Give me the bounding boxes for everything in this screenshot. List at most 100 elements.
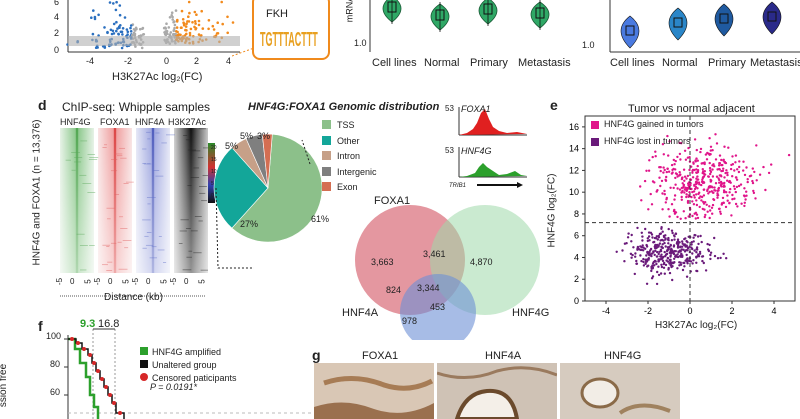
scatter-point <box>693 196 696 199</box>
legend-swatch <box>140 347 148 355</box>
volcano-point <box>167 26 171 29</box>
scatter-ytick: 6 <box>574 231 579 241</box>
scatter-point <box>654 244 657 247</box>
scatter-point <box>694 160 697 163</box>
scatter-xtick: 0 <box>687 306 692 316</box>
svg-text:TGTTTACTTT: TGTTTACTTT <box>260 29 318 48</box>
volcano-point <box>200 9 203 13</box>
scatter-point <box>641 239 644 242</box>
volcano-point <box>164 27 168 30</box>
scatter-point <box>720 158 723 162</box>
scatter-point <box>744 198 747 201</box>
scatter-point <box>658 166 661 169</box>
scatter-point <box>670 203 674 206</box>
scatter-point <box>762 165 765 169</box>
volcano-point <box>131 33 134 37</box>
heatmap-xtick: 5 <box>197 279 207 284</box>
scatter-point <box>691 176 695 179</box>
scatter-point <box>726 171 729 174</box>
scatter-point <box>706 210 709 213</box>
heatmap-xtick: -5 <box>169 277 179 286</box>
scatter-point <box>680 142 683 145</box>
scatter-point <box>709 149 712 152</box>
censor-mark <box>112 401 116 405</box>
scatter-point <box>663 250 666 254</box>
legend-swatch <box>140 360 148 368</box>
scatter-point <box>711 191 715 194</box>
volcano-point <box>188 33 192 37</box>
scatter-point <box>646 265 649 268</box>
scatter-point <box>672 158 675 162</box>
volcano-point <box>140 46 144 50</box>
scatter-point <box>702 188 706 191</box>
scatter-point <box>673 163 676 166</box>
color-scale-bar <box>208 143 215 203</box>
scatter-point <box>695 261 698 264</box>
legend-item-tss: TSS <box>322 117 377 133</box>
scatter-point <box>634 255 637 258</box>
scatter-point <box>639 245 642 248</box>
legend-item-unaltered: Unaltered group <box>140 358 237 371</box>
scatter-point <box>717 177 720 180</box>
scatter-point <box>658 232 662 236</box>
scatter-point <box>642 246 645 249</box>
scatter-point <box>655 190 658 193</box>
panel-d-title: ChIP-seq: Whipple samples <box>62 100 211 114</box>
genome-track-view <box>458 107 527 188</box>
scatter-point <box>661 230 664 233</box>
genomic-distribution-pie <box>213 133 323 269</box>
volcano-point <box>117 25 121 29</box>
scatter-point <box>711 168 714 171</box>
pie-label-tss: 61% <box>311 214 330 224</box>
scatter-point <box>734 202 738 206</box>
scatter-point <box>685 189 688 193</box>
heatmap-xtick: 5 <box>83 279 93 284</box>
scatter-point <box>678 250 682 253</box>
scatter-point <box>694 234 697 237</box>
scatter-point <box>711 175 715 178</box>
legend-item-other: Other <box>322 133 377 149</box>
scatter-point <box>681 176 684 179</box>
censor-mark <box>96 369 100 373</box>
scatter-point <box>661 259 665 263</box>
scatter-point <box>730 214 733 217</box>
volcano-point <box>108 1 112 4</box>
scatter-ytick: 16 <box>569 122 579 132</box>
legend-item-intergenic: Intergenic <box>322 164 377 180</box>
volcano-nonsig-band <box>68 36 240 46</box>
scatter-point <box>635 259 638 263</box>
pie-slice-exon <box>261 133 273 189</box>
track-label-hnf4a: HNF4A <box>135 117 165 127</box>
scatter-point <box>651 180 655 183</box>
volcano-point <box>164 33 168 37</box>
volcano-point <box>118 13 122 17</box>
scatter-point <box>648 239 651 242</box>
scatter-point <box>658 242 662 245</box>
scatter-point <box>716 192 719 195</box>
scatter-point <box>723 145 726 148</box>
heatmap-xlabel: Distance (kb) <box>104 292 163 303</box>
track-label-hnf4g: HNF4G <box>60 117 91 127</box>
scatter-point <box>694 183 698 186</box>
volcano-point <box>216 21 219 25</box>
scatter-point <box>662 171 665 174</box>
scatter-point <box>716 196 719 199</box>
scatter-point <box>684 186 687 189</box>
panel-e-letter: e <box>550 97 558 113</box>
scatter-point <box>708 205 711 208</box>
volcano-point <box>114 8 118 12</box>
scatter-point <box>724 205 728 209</box>
scatter-point <box>630 240 633 243</box>
legend-swatch <box>322 151 331 160</box>
scatter-point <box>712 198 715 201</box>
panel-g-letter: g <box>312 347 321 363</box>
heatmap-xtick: -5 <box>131 277 141 286</box>
scatter-point <box>696 216 700 220</box>
ihc-label-hnf4a: HNF4A <box>485 350 522 362</box>
scatter-point <box>642 257 645 261</box>
volcano-point <box>165 22 168 26</box>
scatter-point <box>758 173 762 176</box>
scatter-point <box>654 247 657 250</box>
scatter-point <box>726 194 729 197</box>
scatter-point <box>679 217 682 220</box>
